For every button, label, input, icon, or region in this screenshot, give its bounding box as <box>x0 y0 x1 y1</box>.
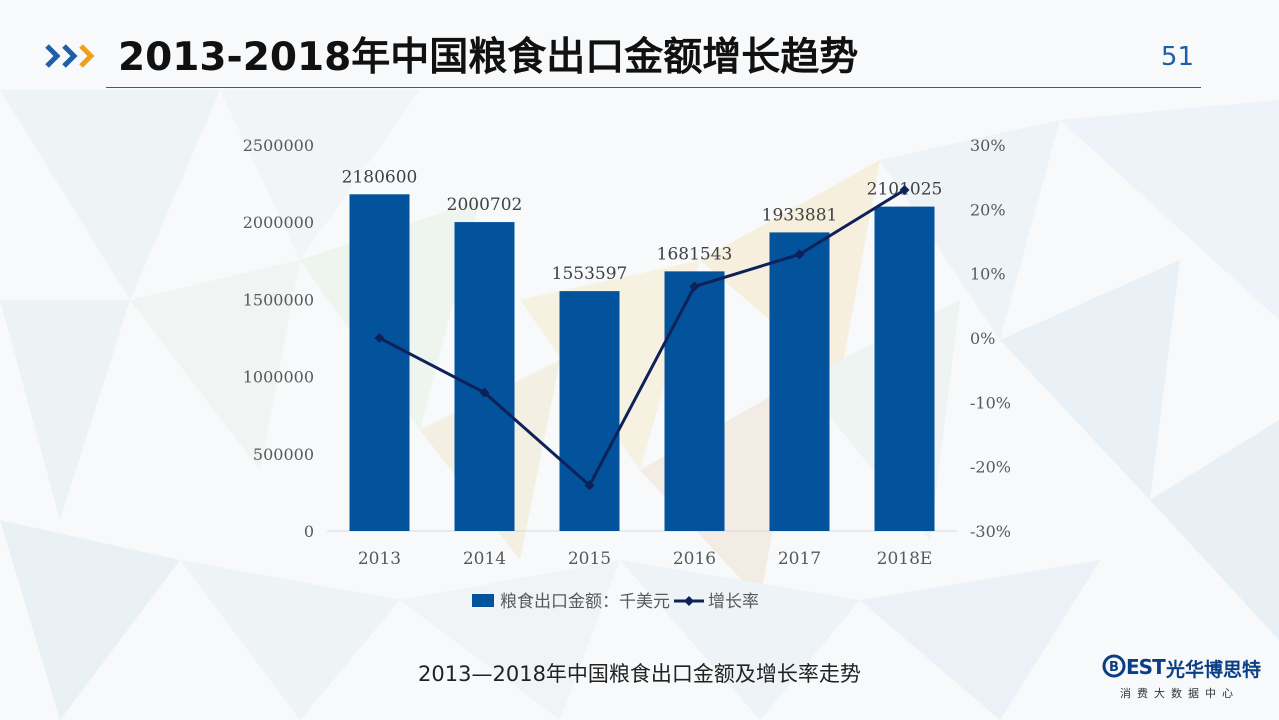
right-axis-tick-label: -20% <box>970 458 1011 477</box>
x-axis-ticks: 2013 2014 2015 2016 2017 2018E <box>358 549 932 569</box>
bar-data-label: 1681543 <box>657 244 733 264</box>
growth-rate-point-2013 <box>374 333 385 343</box>
left-axis-tick-label: 2000000 <box>243 213 314 232</box>
left-axis-tick-label: 2500000 <box>243 136 314 155</box>
bar-data-label: 1933881 <box>762 205 838 225</box>
bar-2018E <box>874 206 935 531</box>
legend-bar-swatch <box>472 594 494 607</box>
growth-rate-point-2015 <box>584 480 595 491</box>
bar-2014 <box>454 222 515 531</box>
best-logo: B EST 光华博思特 消费大数据中心 <box>1100 654 1270 710</box>
right-axis-ticks: -30% -20% -10% 0% 10% 20% 30% <box>970 136 1011 541</box>
left-axis-tick-label: 0 <box>304 522 314 541</box>
logo-mark-letter: B <box>1109 660 1119 675</box>
x-axis-tick-label: 2017 <box>778 549 821 569</box>
growth-rate-point-2018E <box>899 185 910 196</box>
right-axis-tick-label: 30% <box>970 136 1006 155</box>
right-axis-tick-label: 20% <box>970 200 1006 219</box>
logo-name: 光华博思特 <box>1166 659 1262 681</box>
legend-line-marker <box>684 596 694 606</box>
bar-2013 <box>349 194 410 531</box>
bar-data-labels: 2180600200070215535971681543193388121010… <box>342 167 943 284</box>
growth-rate-point-2016 <box>689 281 700 292</box>
right-axis-tick-label: -30% <box>970 522 1011 541</box>
legend-line-label: 增长率 <box>708 592 759 612</box>
bar-2017 <box>769 232 830 532</box>
legend: 粮食出口金额：千美元 增长率 <box>472 592 759 612</box>
right-axis-tick-label: 10% <box>970 265 1006 284</box>
bar-2016 <box>664 271 725 531</box>
bar-data-label: 2000702 <box>447 195 523 215</box>
growth-rate-point-2014 <box>479 387 490 398</box>
left-axis-tick-label: 1000000 <box>243 368 314 387</box>
x-axis-tick-label: 2016 <box>673 549 716 569</box>
left-axis-tick-label: 1500000 <box>243 290 314 309</box>
x-axis-tick-label: 2015 <box>568 549 611 569</box>
line-series <box>374 185 910 491</box>
left-axis-ticks: 0 500000 1000000 1500000 2000000 2500000 <box>243 136 314 541</box>
triple-chevron-right-icon <box>45 44 95 68</box>
page-number: 51 <box>1160 42 1194 72</box>
logo-est: EST <box>1126 655 1166 679</box>
growth-rate-line <box>378 188 906 488</box>
growth-rate-point-2017 <box>794 249 805 260</box>
bar-series <box>349 194 935 532</box>
legend-bar-label: 粮食出口金额：千美元 <box>500 592 670 612</box>
x-axis-tick-label: 2018E <box>877 549 933 569</box>
left-axis-tick-label: 500000 <box>253 445 314 464</box>
logo-subtitle: 消费大数据中心 <box>1120 687 1239 700</box>
page-title: 2013-2018年中国粮食出口金额增长趋势 <box>118 35 859 80</box>
title-divider <box>106 87 1201 88</box>
best-logo-icon: B <box>1102 654 1126 678</box>
x-axis-tick-label: 2014 <box>463 549 506 569</box>
right-axis-tick-label: 0% <box>970 329 995 348</box>
bar-data-label: 1553597 <box>552 264 628 284</box>
chart-caption: 2013—2018年中国粮食出口金额及增长率走势 <box>418 662 861 686</box>
bar-data-label: 2180600 <box>342 167 418 187</box>
bar-2015 <box>559 291 620 531</box>
right-axis-tick-label: -10% <box>970 393 1011 412</box>
x-axis-tick-label: 2013 <box>358 549 401 569</box>
